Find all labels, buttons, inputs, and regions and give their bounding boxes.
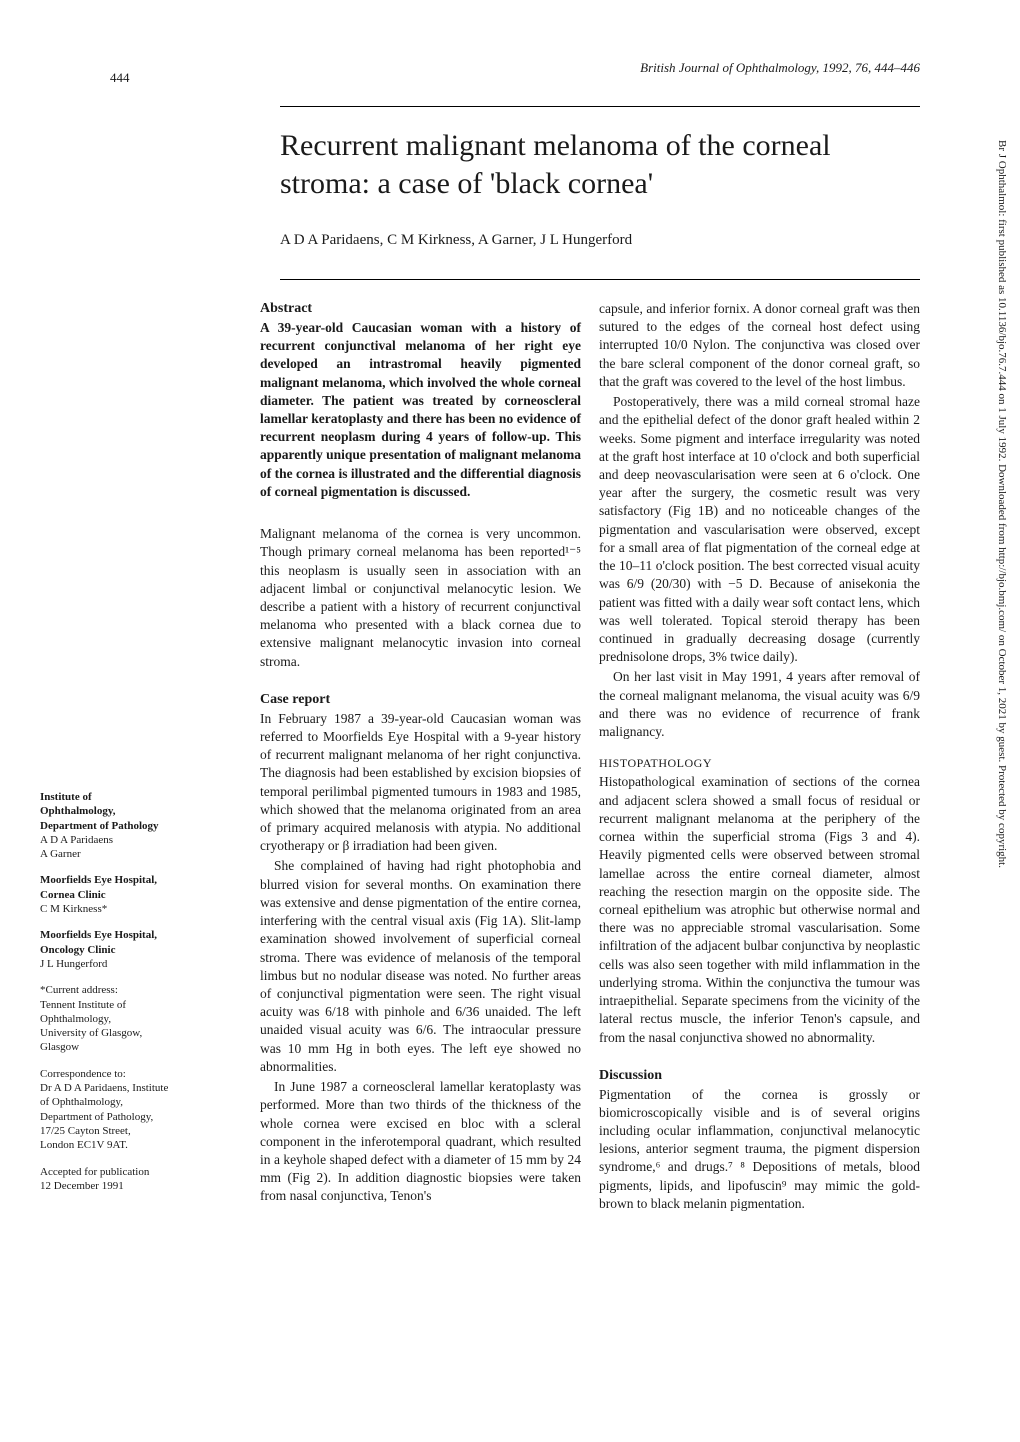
case-report-heading: Case report [260, 691, 581, 710]
affil-text: Tennent Institute of [40, 998, 240, 1012]
affil-text: Cornea Clinic [40, 888, 240, 902]
two-column-body: Abstract A 39-year-old Caucasian woman w… [260, 300, 980, 1213]
affil-text: University of Glasgow, [40, 1026, 240, 1040]
abstract-heading: Abstract [260, 300, 581, 319]
affil-text: of Ophthalmology, [40, 1095, 240, 1109]
affil-text: Ophthalmology, [40, 804, 240, 818]
affil-text: 12 December 1991 [40, 1179, 240, 1193]
page-number: 444 [110, 70, 130, 86]
discussion-paragraph-1: Pigmentation of the cornea is grossly or… [599, 1086, 920, 1214]
case-paragraph-3: In June 1987 a corneoscleral lamellar ke… [260, 1078, 581, 1206]
affil-text: 17/25 Cayton Street, [40, 1124, 240, 1138]
affil-text: J L Hungerford [40, 957, 240, 971]
affil-text: Moorfields Eye Hospital, [40, 928, 240, 942]
histopathology-paragraph: Histopathological examination of section… [599, 773, 920, 1046]
col2-paragraph-2: Postoperatively, there was a mild cornea… [599, 393, 920, 666]
affil-text: Moorfields Eye Hospital, [40, 873, 240, 887]
affil-text: Department of Pathology [40, 819, 240, 833]
sidebar-affiliations: Institute of Ophthalmology, Department o… [40, 300, 240, 1213]
authors: A D A Paridaens, C M Kirkness, A Garner,… [280, 232, 980, 249]
intro-paragraph: Malignant melanoma of the cornea is very… [260, 525, 581, 671]
affil-text: A Garner [40, 847, 240, 861]
correspondence-block: Correspondence to: Dr A D A Paridaens, I… [40, 1067, 240, 1153]
affil-text: C M Kirkness* [40, 902, 240, 916]
author-rule [280, 279, 920, 280]
affil-text: Institute of [40, 790, 240, 804]
affil-text: Oncology Clinic [40, 943, 240, 957]
affil-text: Accepted for publication [40, 1165, 240, 1179]
case-paragraph-1: In February 1987 a 39-year-old Caucasian… [260, 710, 581, 856]
col2-paragraph-1: capsule, and inferior fornix. A donor co… [599, 300, 920, 391]
case-paragraph-2: She complained of having had right photo… [260, 857, 581, 1076]
content-area: Institute of Ophthalmology, Department o… [40, 300, 980, 1213]
affil-text: A D A Paridaens [40, 833, 240, 847]
affil-text: *Current address: [40, 983, 240, 997]
affil-text: Glasgow [40, 1040, 240, 1054]
histopathology-heading: HISTOPATHOLOGY [599, 755, 920, 771]
abstract-body: A 39-year-old Caucasian woman with a his… [260, 319, 581, 501]
affiliation-block-2: Moorfields Eye Hospital, Cornea Clinic C… [40, 873, 240, 916]
top-rule [280, 106, 920, 107]
accepted-block: Accepted for publication 12 December 199… [40, 1165, 240, 1194]
article-title: Recurrent malignant melanoma of the corn… [280, 127, 920, 202]
affiliation-block-1: Institute of Ophthalmology, Department o… [40, 790, 240, 861]
col2-paragraph-3: On her last visit in May 1991, 4 years a… [599, 668, 920, 741]
discussion-heading: Discussion [599, 1067, 920, 1086]
journal-header: British Journal of Ophthalmology, 1992, … [40, 60, 980, 76]
affil-text: London EC1V 9AT. [40, 1138, 240, 1152]
current-address-block: *Current address: Tennent Institute of O… [40, 983, 240, 1054]
affil-text: Ophthalmology, [40, 1012, 240, 1026]
copyright-vertical-note: Br J Ophthalmol: first published as 10.1… [990, 140, 1008, 1340]
affiliation-block-3: Moorfields Eye Hospital, Oncology Clinic… [40, 928, 240, 971]
affil-text: Correspondence to: [40, 1067, 240, 1081]
affil-text: Dr A D A Paridaens, Institute [40, 1081, 240, 1095]
affil-text: Department of Pathology, [40, 1110, 240, 1124]
